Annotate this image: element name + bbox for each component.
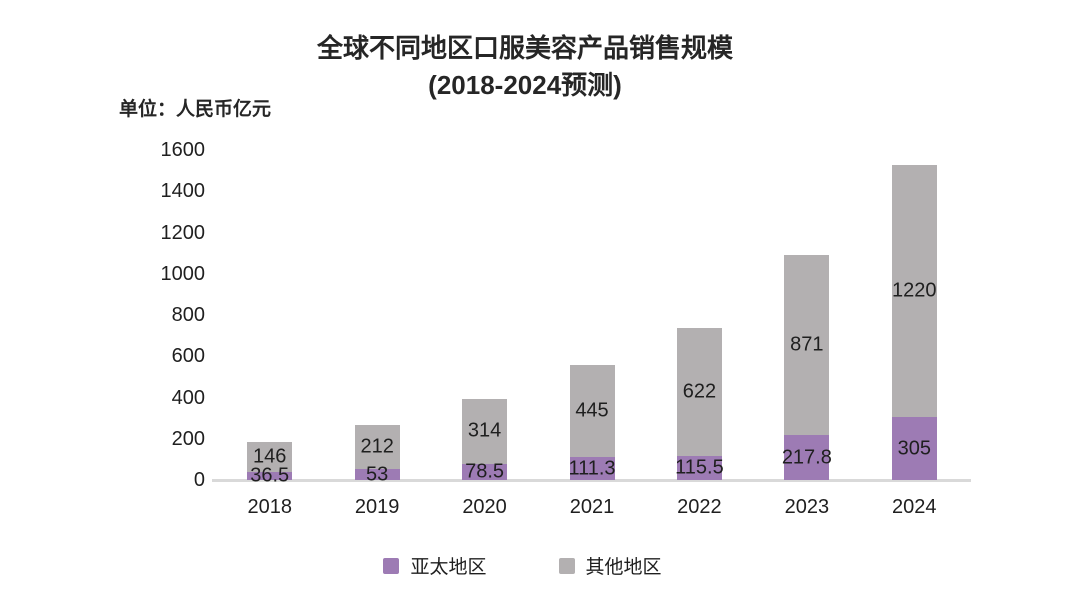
bar-label-1-2023: 871 [790,333,824,356]
x-axis-line [212,478,971,482]
bar-label-0-2019: 53 [366,463,389,486]
y-tick-1400: 1400 [160,180,206,203]
bar-label-1-2019: 212 [360,435,394,458]
bar-label-1-2024: 1220 [892,279,937,302]
chart-subtitle: (2018-2024预测) [428,70,622,100]
bar-segment-1-2021 [569,365,615,458]
y-tick-200: 200 [171,427,205,450]
x-label-2021: 2021 [569,496,615,518]
bar-label-0-2020: 78.5 [465,460,505,483]
y-tick-400: 400 [171,386,205,409]
bar-segment-0-2020 [462,463,508,480]
chart-title-block: 全球不同地区口服美容产品销售规模 (2018-2024预测) [0,30,1050,104]
legend: 亚太地区 其他地区 [0,552,1045,579]
bar-segment-1-2023 [784,255,830,436]
legend-item-1: 其他地区 [558,552,662,579]
bar-label-0-2021: 111.3 [568,457,616,480]
bar-segment-1-2020 [462,399,508,464]
bar-segment-1-2022 [676,327,722,457]
y-tick-1200: 1200 [160,221,206,244]
chart-title: 全球不同地区口服美容产品销售规模 [316,33,733,63]
x-label-2023: 2023 [784,496,830,518]
bar-segment-0-2024 [891,417,937,480]
x-label-2020: 2020 [462,496,507,518]
x-label-2022: 2022 [677,496,722,518]
y-tick-0: 0 [193,469,205,491]
bar-label-1-2021: 445 [575,399,609,422]
x-label-2024: 2024 [892,496,937,518]
legend-swatch-icon [558,557,575,574]
bar-segment-0-2021 [569,457,615,480]
bar-label-0-2022: 115.5 [675,456,724,479]
bar-segment-1-2018 [247,442,293,473]
bar-label-0-2024: 305 [897,437,931,460]
y-tick-1600: 1600 [160,139,206,161]
legend-swatch-icon [383,557,400,574]
bar-label-0-2023: 217.8 [781,446,832,469]
y-tick-600: 600 [171,345,205,368]
legend-label-1: 其他地区 [585,557,662,578]
x-label-2018: 2018 [247,496,292,518]
bar-segment-0-2023 [784,435,830,480]
unit-label: 单位：人民币亿元 [119,99,272,120]
bar-label-1-2022: 622 [682,380,717,403]
bar-segment-0-2022 [676,456,722,480]
legend-item-0: 亚太地区 [383,552,487,579]
bar-segment-1-2019 [354,425,400,470]
y-tick-800: 800 [171,304,205,326]
bar-label-0-2018: 36.5 [250,464,290,487]
legend-label-0: 亚太地区 [410,557,487,578]
bar-label-1-2020: 314 [467,419,502,442]
bar-segment-0-2018 [247,472,293,480]
bar-segment-0-2019 [354,469,400,480]
x-label-2019: 2019 [354,496,400,518]
bar-label-1-2018: 146 [253,445,287,468]
bar-segment-1-2024 [891,165,937,418]
y-tick-1000: 1000 [160,262,206,285]
